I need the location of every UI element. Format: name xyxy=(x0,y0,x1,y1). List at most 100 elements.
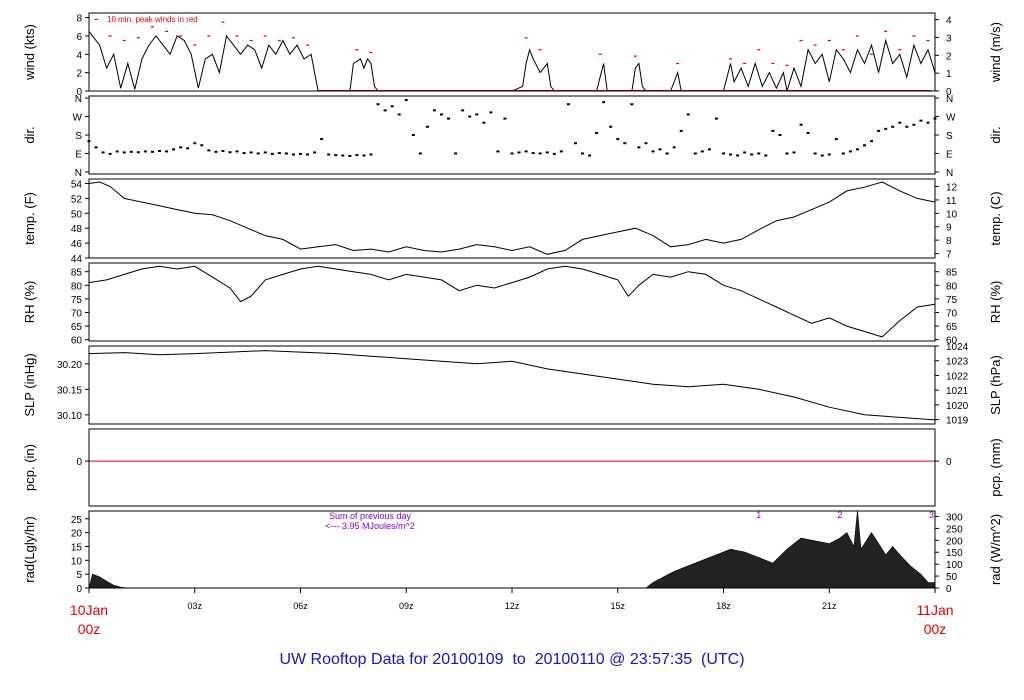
dir-point xyxy=(235,150,239,153)
dir-point xyxy=(334,154,338,157)
pcp-frame xyxy=(88,428,936,507)
dir-point xyxy=(848,150,852,153)
slp-ytick-right-label: 1020 xyxy=(946,401,969,412)
dir-point xyxy=(122,151,126,154)
dir-point xyxy=(785,152,789,155)
dir-point xyxy=(376,103,380,106)
dir-point xyxy=(827,153,831,156)
dir-point xyxy=(813,152,817,155)
dir-point xyxy=(686,113,690,116)
dir-ytick-label: N xyxy=(75,168,82,179)
rad-ytick-right-label: 300 xyxy=(946,512,963,523)
rad-ytick-label: 10 xyxy=(71,556,83,567)
rh-ytick-label: 85 xyxy=(71,268,83,279)
wind-ytick-label: 4 xyxy=(76,50,82,61)
slp-ytick-right-label: 1021 xyxy=(946,386,969,397)
pcp-ylabel-right: pcp. (mm) xyxy=(988,438,1003,497)
dir-point xyxy=(489,111,493,114)
temp-ytick-label: 44 xyxy=(71,254,83,265)
temp-ytick-right-label: 9 xyxy=(946,223,952,234)
dir-ytick-right-label: N xyxy=(946,94,953,105)
dir-point xyxy=(538,152,542,155)
dir-point xyxy=(150,150,154,153)
pcp-ytick-right-label: 0 xyxy=(946,457,952,468)
rad-ytick-right-label: 0 xyxy=(946,584,952,595)
rh-ytick-right-label: 70 xyxy=(946,308,958,319)
dir-point xyxy=(306,153,310,156)
dir-point xyxy=(432,109,436,112)
dir-point xyxy=(165,150,169,153)
dir-point xyxy=(841,152,845,155)
dir-point xyxy=(877,129,881,132)
x-tick-label: 09z xyxy=(399,601,414,611)
rh-ytick-label: 75 xyxy=(71,295,83,306)
dir-point xyxy=(870,140,874,143)
wind-line xyxy=(88,31,936,92)
slp-ytick-right-label: 1022 xyxy=(946,371,969,382)
slp-ytick-right-label: 1024 xyxy=(946,342,969,353)
dir-ytick-label: W xyxy=(73,113,83,124)
rh-ytick-label: 70 xyxy=(71,308,83,319)
dir-point xyxy=(588,154,592,157)
dir-point xyxy=(545,151,549,154)
dir-point xyxy=(397,113,401,116)
wind-frame xyxy=(88,12,936,92)
wind-ytick-right-label: 4 xyxy=(946,16,952,27)
dir-point xyxy=(101,151,105,154)
rad-day-marker: 3 xyxy=(929,510,934,520)
dir-point xyxy=(299,152,302,155)
dir-point xyxy=(383,109,387,112)
dir-point xyxy=(327,153,331,156)
dir-point xyxy=(369,153,373,156)
dir-point xyxy=(468,115,472,118)
temp-ytick-label: 52 xyxy=(71,194,83,205)
rad-annotation-title: Sum of previous day xyxy=(329,511,412,521)
dir-point xyxy=(834,138,838,141)
dir-point xyxy=(249,151,253,154)
dir-point xyxy=(256,152,260,155)
dir-point xyxy=(891,125,895,128)
rad-annotation-sum: <--- 3.95 MJoules/m^2 xyxy=(325,521,415,531)
rh-line xyxy=(88,265,936,338)
temp-ylabel: temp. (F) xyxy=(22,192,37,245)
rad-day-marker: 2 xyxy=(837,510,842,520)
slp-ytick-label: 30.10 xyxy=(57,411,82,422)
dir-point xyxy=(503,117,507,120)
dir-point xyxy=(179,146,183,149)
dir-ytick-right-label: S xyxy=(946,131,953,142)
dir-point xyxy=(736,154,740,157)
wind-ytick-right-label: 3 xyxy=(946,33,952,44)
pcp-panel: 0 0 pcp. (in) pcp. (mm) xyxy=(22,428,1003,507)
dir-point xyxy=(778,134,782,136)
dir-point xyxy=(855,148,859,151)
temp-ytick-label: 54 xyxy=(71,179,83,190)
dir-point xyxy=(440,113,443,116)
temp-ylabel-right: temp. (C) xyxy=(988,191,1003,245)
x-end-date: 11Jan xyxy=(916,602,953,618)
dir-point xyxy=(447,117,451,120)
dir-point xyxy=(341,154,345,157)
dir-point xyxy=(658,148,662,151)
rh-ytick-label: 65 xyxy=(71,322,83,333)
dir-point xyxy=(722,152,725,155)
rh-ylabel: RH (%) xyxy=(22,281,37,324)
rad-ytick-label: 0 xyxy=(76,584,82,595)
rad-ytick-label: 15 xyxy=(71,542,83,553)
x-start-hour: 00z xyxy=(78,621,101,637)
dir-point xyxy=(524,150,528,153)
rh-ytick-right-label: 60 xyxy=(946,336,958,347)
dir-point xyxy=(355,154,359,157)
dir-point xyxy=(693,152,697,155)
rh-ytick-right-label: 80 xyxy=(946,281,958,292)
x-axis: 03z 06z 09z 12z 15z 18z 21z 10Jan 00z 11Jan 00z xyxy=(70,588,954,637)
temp-ytick-right-label: 12 xyxy=(946,183,958,194)
pcp-ytick-label: 0 xyxy=(76,457,82,468)
rh-ytick-right-label: 85 xyxy=(946,268,958,279)
dir-point xyxy=(700,150,704,153)
dir-ytick-label: S xyxy=(75,131,82,142)
dir-point xyxy=(108,152,112,155)
dir-point xyxy=(764,154,768,157)
temp-ytick-label: 46 xyxy=(71,239,83,250)
dir-point xyxy=(242,152,246,155)
wind-ytick-right-label: 0 xyxy=(946,87,952,98)
